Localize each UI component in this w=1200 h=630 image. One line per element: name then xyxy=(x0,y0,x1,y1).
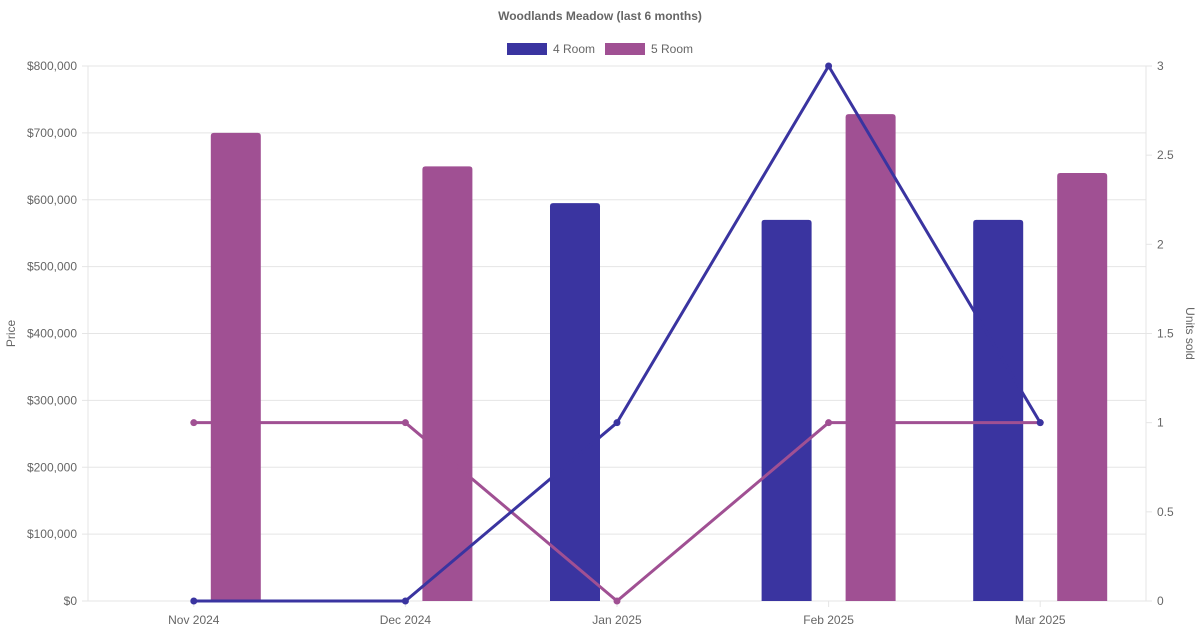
legend: 4 Room 5 Room xyxy=(0,42,1200,56)
data-point-units-sold xyxy=(190,597,198,605)
y2-tick-label: 2 xyxy=(1157,237,1164,251)
data-point-units-sold xyxy=(190,419,198,427)
chart-title: Woodlands Meadow (last 6 months) xyxy=(498,9,702,23)
y-axis-title: Price xyxy=(4,320,18,348)
legend-label-4-room: 4 Room xyxy=(552,42,595,56)
x-tick-label: Dec 2024 xyxy=(380,613,432,627)
data-point-units-sold xyxy=(613,419,621,427)
bar-4-room xyxy=(550,203,600,601)
y-tick-label: $300,000 xyxy=(27,393,77,407)
legend-swatch-5-room xyxy=(605,43,645,55)
bar-5-room xyxy=(210,132,261,601)
y2-tick-label: 2.5 xyxy=(1157,148,1174,162)
y2-tick-label: 1 xyxy=(1157,416,1164,430)
x-tick-label: Feb 2025 xyxy=(803,613,854,627)
y-tick-label: $400,000 xyxy=(27,327,77,341)
y2-tick-label: 3 xyxy=(1157,59,1164,73)
data-point-units-sold xyxy=(825,419,833,427)
bar-4-room xyxy=(973,219,1024,601)
y2-tick-label: 0 xyxy=(1157,594,1164,608)
legend-swatch-4-room xyxy=(506,43,547,55)
y-tick-label: $600,000 xyxy=(27,193,77,207)
x-tick-label: Nov 2024 xyxy=(168,613,220,627)
legend-item-4-room[interactable]: 4 Room xyxy=(506,42,595,56)
y-tick-label: $200,000 xyxy=(27,460,77,474)
y-tick-label: $700,000 xyxy=(27,126,77,140)
legend-label-5-room: 5 Room xyxy=(651,42,694,56)
x-tick-label: Mar 2025 xyxy=(1015,613,1066,627)
data-point-units-sold xyxy=(1036,419,1044,427)
data-point-units-sold xyxy=(401,419,409,427)
series-line-units-sold xyxy=(193,421,1041,603)
data-point-units-sold xyxy=(401,597,409,605)
legend-item-5-room[interactable]: 5 Room xyxy=(605,42,693,56)
y-tick-label: $800,000 xyxy=(27,59,77,73)
data-point-units-sold xyxy=(825,62,833,70)
y-tick-label: $0 xyxy=(64,594,78,608)
bar-5-room xyxy=(845,114,896,602)
bar-5-room xyxy=(422,166,473,601)
y2-axis-title: Units sold xyxy=(1183,307,1197,360)
bar-4-room xyxy=(761,219,812,601)
x-tick-label: Jan 2025 xyxy=(592,613,642,627)
data-point-units-sold xyxy=(613,597,621,605)
y2-tick-label: 0.5 xyxy=(1157,505,1174,519)
y-tick-label: $100,000 xyxy=(27,527,77,541)
bar-5-room xyxy=(1057,173,1108,601)
y-tick-label: $500,000 xyxy=(27,260,77,274)
y2-tick-label: 1.5 xyxy=(1157,327,1174,341)
